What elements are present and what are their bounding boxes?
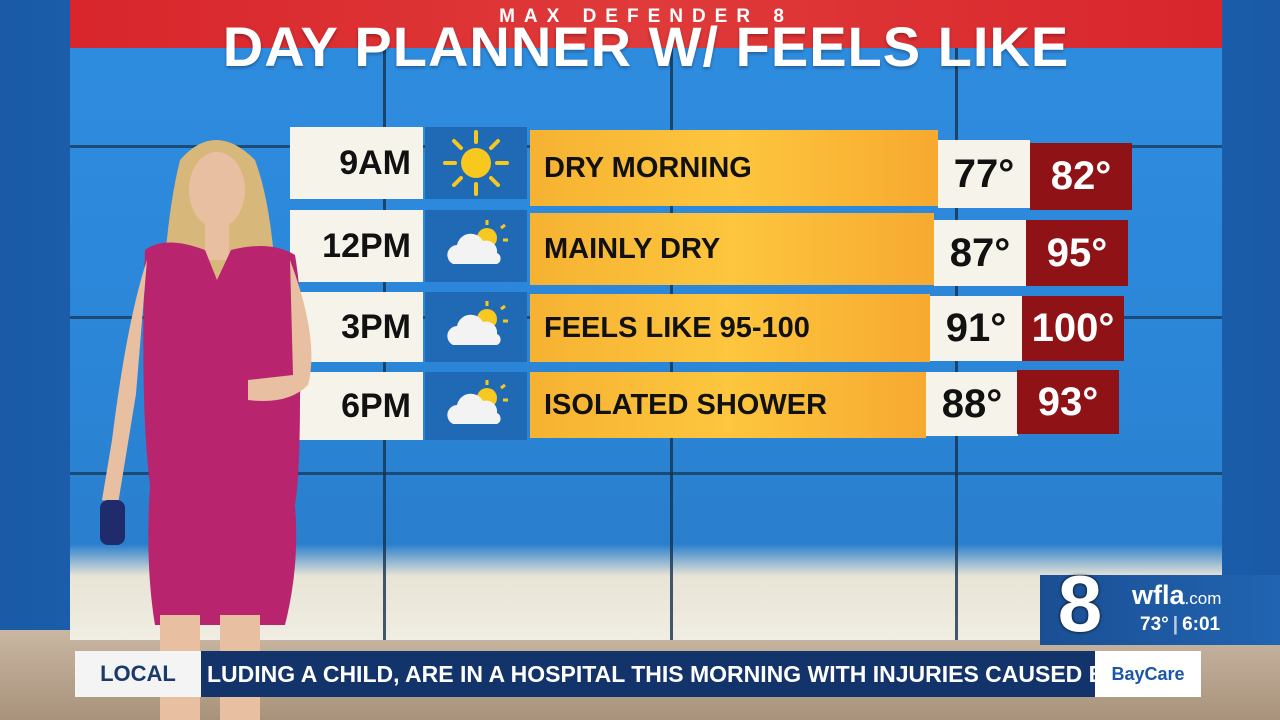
partly-cloudy-icon: [425, 210, 527, 282]
row-time: 12PM: [290, 210, 423, 282]
current-temperature: 73°: [1140, 614, 1169, 635]
row-temperature: 91°: [930, 296, 1022, 361]
row-feels-like: 82°: [1030, 143, 1132, 210]
row-description: MAINLY DRY: [530, 213, 934, 285]
partly-cloudy-graphic: [447, 301, 508, 345]
header-title: DAY PLANNER W/ FEELS LIKE: [222, 15, 1070, 78]
channel-logo: 8: [1057, 559, 1103, 648]
sponsor: BayCare: [1095, 651, 1201, 697]
temp-time: 73° | 6:01: [1140, 614, 1220, 638]
partly-cloudy-graphic: [447, 220, 508, 264]
partly-cloudy-graphic: [447, 380, 508, 424]
current-time: 6:01: [1182, 614, 1221, 635]
row-temperature: 77°: [938, 140, 1030, 208]
row-time: 3PM: [290, 292, 423, 362]
row-temperature: 87°: [934, 220, 1026, 286]
row-description: DRY MORNING: [530, 130, 938, 206]
row-temperature: 88°: [926, 372, 1018, 436]
panel-seam: [70, 472, 1222, 475]
sun-icon-graphic: [443, 130, 509, 196]
ticker-text: LUDING A CHILD, ARE IN A HOSPITAL THIS M…: [201, 651, 1095, 697]
row-feels-like: 93°: [1017, 370, 1119, 434]
row-time: 6PM: [294, 372, 423, 440]
station-bug: [1040, 575, 1280, 645]
site-name: wfla .com: [1132, 580, 1221, 614]
ticker-label: LOCAL: [75, 651, 201, 697]
row-feels-like: 100°: [1022, 296, 1124, 361]
header-kicker: MAX DEFENDER 8: [499, 6, 793, 27]
site-domain: .com: [1184, 589, 1222, 608]
partly-cloudy-icon: [425, 372, 527, 440]
presenter: [100, 140, 312, 720]
separator: |: [1172, 614, 1179, 635]
row-feels-like: 95°: [1026, 220, 1128, 286]
row-time: 9AM: [290, 127, 423, 199]
row-description: FEELS LIKE 95-100: [530, 294, 930, 362]
site-word: wfla: [1132, 580, 1185, 610]
sun-icon: [425, 127, 527, 199]
partly-cloudy-icon: [425, 292, 527, 362]
header-band: [70, 0, 1222, 48]
row-description: ISOLATED SHOWER: [530, 372, 926, 438]
